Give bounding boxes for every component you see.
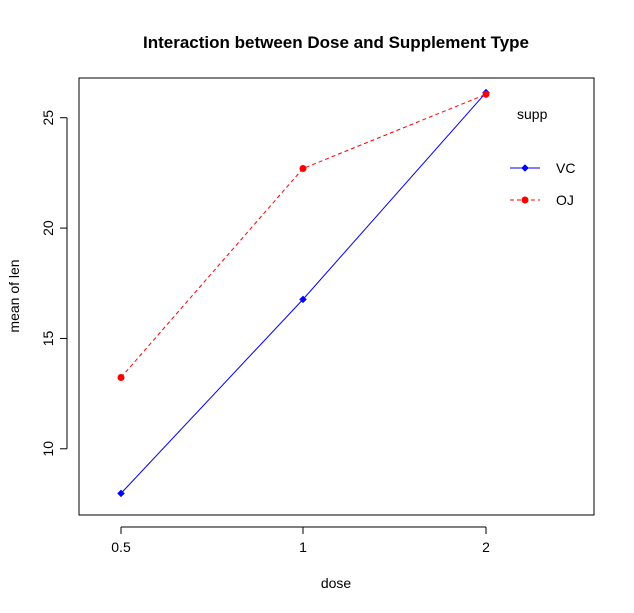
data-point-oj (117, 373, 125, 381)
x-tick-label: 2 (482, 539, 490, 555)
y-tick-label: 20 (40, 220, 56, 236)
data-point-vc (299, 295, 307, 304)
x-axis: 0.5 1 2 (111, 526, 490, 555)
y-axis: 10 15 20 25 (40, 110, 68, 457)
x-axis-label: dose (321, 575, 352, 591)
x-tick-label: 0.5 (111, 539, 131, 555)
legend-marker-vc (521, 164, 529, 172)
y-axis-label: mean of len (6, 259, 22, 332)
plot-area-border (78, 77, 595, 516)
chart-title: Interaction between Dose and Supplement … (143, 33, 529, 52)
y-tick-label: 15 (40, 330, 56, 346)
data-point-oj (299, 164, 307, 172)
series-line-oj (120, 93, 487, 378)
legend-marker-oj (521, 196, 529, 204)
legend-label-vc: VC (556, 160, 575, 176)
legend-label-oj: OJ (556, 192, 574, 208)
data-point-oj (482, 90, 490, 98)
y-tick-label: 10 (40, 441, 56, 457)
x-tick-label: 1 (299, 539, 307, 555)
y-tick-label: 25 (40, 110, 56, 126)
legend-title: supp (517, 106, 548, 122)
legend: supp VC OJ (510, 106, 575, 208)
series-line-vc (120, 92, 487, 494)
data-point-vc (117, 489, 125, 498)
series-layer (117, 88, 490, 498)
